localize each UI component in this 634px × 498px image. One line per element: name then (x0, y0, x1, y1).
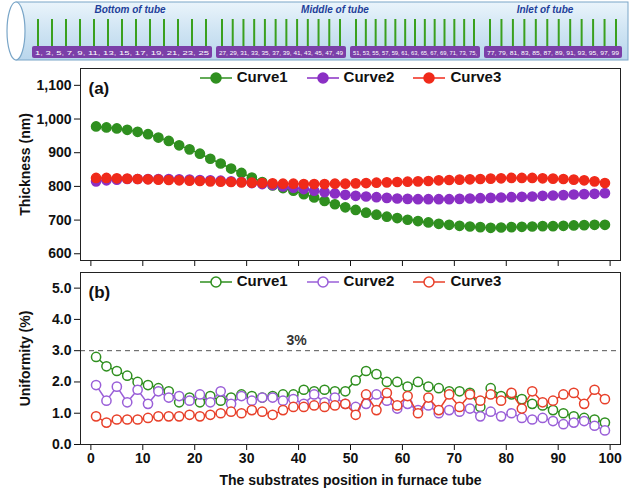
svg-text:50: 50 (343, 450, 359, 466)
svg-text:10: 10 (135, 450, 151, 466)
svg-text:80: 80 (498, 450, 514, 466)
svg-text:800: 800 (48, 178, 72, 194)
svg-text:60: 60 (395, 450, 411, 466)
svg-text:Middle of tube: Middle of tube (301, 4, 369, 15)
svg-text:0: 0 (87, 450, 95, 466)
svg-text:40: 40 (291, 450, 307, 466)
svg-text:70: 70 (447, 450, 463, 466)
svg-text:Bottom of tube: Bottom of tube (94, 4, 166, 15)
svg-text:3%: 3% (286, 332, 307, 348)
svg-text:Uniformity (%): Uniformity (%) (17, 311, 33, 407)
html-text:Curve1: Curve1 (236, 68, 288, 85)
svg-text:700: 700 (48, 212, 72, 228)
svg-text:30: 30 (239, 450, 255, 466)
html-text:Curve3: Curve3 (450, 272, 502, 289)
svg-text:100: 100 (598, 450, 622, 466)
svg-text:0.0: 0.0 (52, 436, 72, 452)
svg-text:Inlet of tube: Inlet of tube (517, 4, 574, 15)
svg-text:1, 3, 5, 7, 9, 11, 13, 15, 17,: 1, 3, 5, 7, 9, 11, 13, 15, 17, 19, 21, 2… (35, 50, 210, 56)
svg-text:900: 900 (48, 144, 72, 160)
svg-text:77, 79, 81, 83, 85, 87, 89, 91: 77, 79, 81, 83, 85, 87, 89, 91, 93, 95, … (487, 50, 620, 56)
svg-text:The substrates position in fur: The substrates position in furnace tube (219, 472, 481, 488)
html-text:Curve2: Curve2 (343, 272, 395, 289)
svg-text:90: 90 (550, 450, 566, 466)
svg-text:1,100: 1,100 (36, 77, 71, 93)
svg-text:20: 20 (187, 450, 203, 466)
html-text:Curve2: Curve2 (343, 68, 395, 85)
svg-text:2.0: 2.0 (52, 373, 72, 389)
html-text:Curve1: Curve1 (236, 272, 288, 289)
svg-text:Thickness (nm): Thickness (nm) (17, 113, 33, 216)
svg-text:5.0: 5.0 (52, 280, 72, 296)
svg-text:1,000: 1,000 (36, 111, 71, 127)
html-text:Curve3: Curve3 (450, 68, 502, 85)
svg-text:(b): (b) (89, 283, 111, 302)
svg-text:4.0: 4.0 (52, 311, 72, 327)
svg-text:3.0: 3.0 (52, 342, 72, 358)
svg-text:600: 600 (48, 245, 72, 261)
svg-text:51, 53, 55, 57, 59, 61, 63, 65: 51, 53, 55, 57, 59, 61, 63, 65, 67, 69, … (353, 50, 477, 56)
svg-text:1.0: 1.0 (52, 405, 72, 421)
svg-text:27, 29, 31, 33, 35, 37, 39, 41: 27, 29, 31, 33, 35, 37, 39, 41, 43, 45, … (219, 50, 344, 56)
svg-text:(a): (a) (89, 79, 110, 98)
